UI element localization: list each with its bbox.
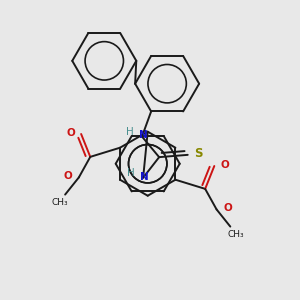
Text: N: N xyxy=(139,130,148,140)
Text: O: O xyxy=(67,128,75,138)
Text: CH₃: CH₃ xyxy=(228,230,244,239)
Text: H: H xyxy=(125,127,133,137)
Text: CH₃: CH₃ xyxy=(51,198,68,207)
Text: S: S xyxy=(194,147,202,160)
Text: O: O xyxy=(224,203,232,213)
Text: N: N xyxy=(140,172,149,182)
Text: O: O xyxy=(220,160,229,170)
Text: H: H xyxy=(127,168,134,178)
Text: O: O xyxy=(63,171,72,181)
